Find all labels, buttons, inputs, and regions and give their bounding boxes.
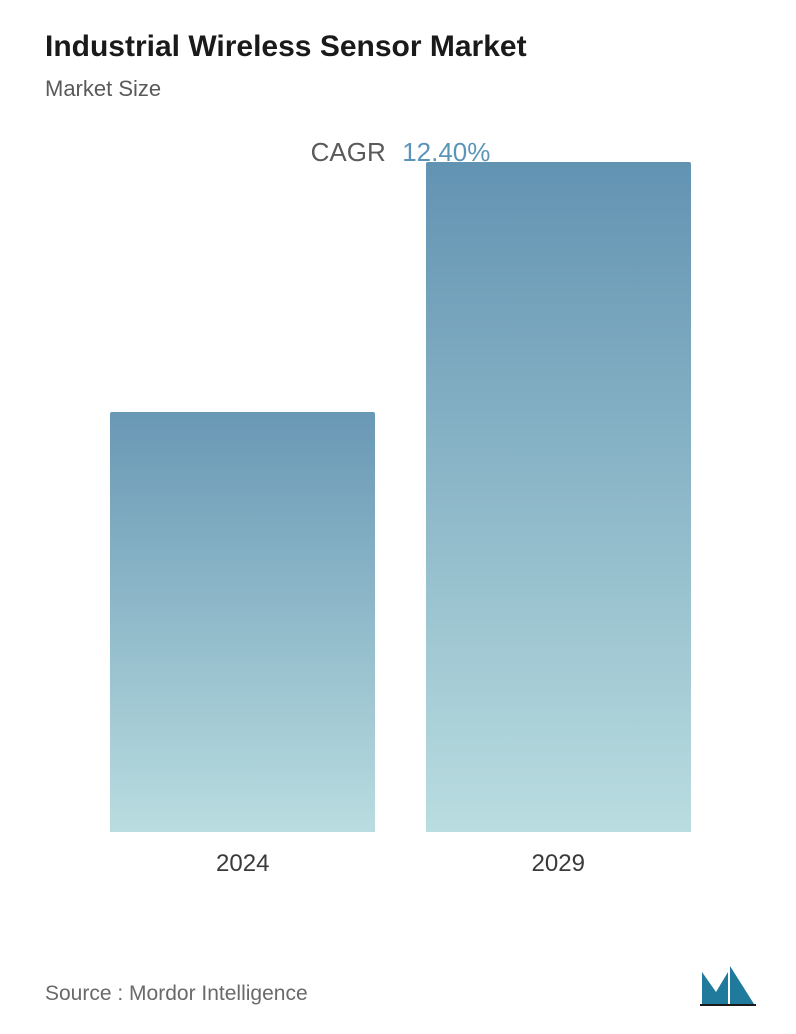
cagr-label: CAGR [311, 137, 386, 167]
bar-group-0: 2024 [110, 412, 375, 878]
chart-footer: Source : Mordor Intelligence [45, 964, 756, 1006]
bar-label-1: 2029 [532, 850, 585, 878]
source-text: Source : Mordor Intelligence [45, 982, 308, 1006]
bar-1 [426, 162, 691, 832]
mordor-logo-icon [700, 964, 756, 1006]
chart-title: Industrial Wireless Sensor Market [45, 30, 756, 64]
chart-area: 2024 2029 [45, 188, 756, 878]
bar-group-1: 2029 [426, 162, 691, 878]
chart-container: Industrial Wireless Sensor Market Market… [0, 0, 796, 1034]
bar-0 [110, 412, 375, 832]
chart-subtitle: Market Size [45, 76, 756, 102]
bar-label-0: 2024 [216, 850, 269, 878]
